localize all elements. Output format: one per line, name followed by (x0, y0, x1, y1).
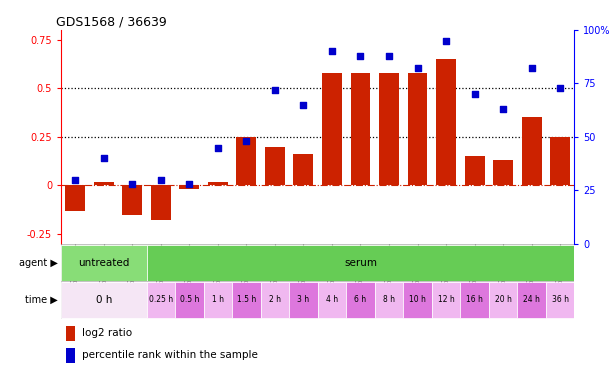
Point (498, 106, 508, 112)
Bar (489, 282, 518, 318)
Text: 6 h: 6 h (354, 296, 367, 304)
Bar (261, 282, 289, 318)
Text: 24 h: 24 h (523, 296, 540, 304)
Text: 1 h: 1 h (212, 296, 224, 304)
Text: 0.25 h: 0.25 h (149, 296, 173, 304)
Bar (464, 156, 485, 186)
Text: GDS1568 / 36639: GDS1568 / 36639 (56, 16, 167, 29)
Text: 8 h: 8 h (383, 296, 395, 304)
Text: 0.5 h: 0.5 h (180, 296, 199, 304)
Bar (522, 117, 541, 186)
Text: percentile rank within the sample: percentile rank within the sample (82, 350, 257, 360)
Bar (66, 348, 76, 363)
Bar (318, 282, 346, 318)
Text: time ▶: time ▶ (25, 295, 58, 305)
Bar (208, 182, 228, 186)
Bar (518, 282, 546, 318)
Point (270, 87, 280, 93)
Bar (265, 147, 285, 186)
Text: 4 h: 4 h (326, 296, 338, 304)
Point (213, 145, 223, 151)
Bar (151, 186, 171, 220)
Bar (460, 282, 489, 318)
Bar (375, 282, 403, 318)
Bar (436, 59, 456, 186)
Bar (147, 282, 175, 318)
Bar (408, 73, 428, 186)
Bar (322, 73, 342, 186)
Point (70, 177, 80, 183)
Bar (232, 282, 261, 318)
Point (99, 155, 109, 161)
Bar (94, 182, 114, 186)
Bar (61, 244, 147, 280)
Point (384, 53, 394, 58)
Bar (61, 282, 147, 318)
Text: serum: serum (344, 258, 377, 267)
Text: log2 ratio: log2 ratio (82, 328, 132, 338)
Bar (66, 326, 76, 340)
Point (299, 102, 309, 108)
Point (156, 177, 166, 183)
Bar (180, 186, 199, 189)
Bar (236, 137, 257, 186)
Text: 2 h: 2 h (269, 296, 281, 304)
Text: untreated: untreated (78, 258, 130, 267)
Bar (546, 282, 574, 318)
Bar (175, 282, 203, 318)
Bar (493, 160, 513, 186)
Point (527, 66, 536, 72)
Point (128, 181, 137, 187)
Bar (550, 137, 570, 186)
Bar (203, 282, 232, 318)
Text: agent ▶: agent ▶ (19, 258, 58, 267)
Point (327, 48, 337, 54)
Text: 0 h: 0 h (96, 295, 112, 305)
Bar (147, 244, 574, 280)
Point (441, 38, 451, 44)
Bar (379, 73, 399, 186)
Bar (403, 282, 432, 318)
Text: 12 h: 12 h (437, 296, 455, 304)
Bar (432, 282, 460, 318)
Text: 3 h: 3 h (298, 296, 310, 304)
Point (412, 66, 422, 72)
Bar (293, 154, 313, 186)
Point (185, 181, 194, 187)
Text: 1.5 h: 1.5 h (237, 296, 256, 304)
Bar (289, 282, 318, 318)
Bar (346, 282, 375, 318)
Text: 10 h: 10 h (409, 296, 426, 304)
Text: 16 h: 16 h (466, 296, 483, 304)
Point (241, 138, 251, 144)
Text: 36 h: 36 h (552, 296, 569, 304)
Point (356, 53, 365, 58)
Point (555, 85, 565, 91)
Bar (351, 73, 370, 186)
Bar (65, 186, 86, 211)
Text: 20 h: 20 h (495, 296, 511, 304)
Point (470, 91, 480, 97)
Bar (122, 186, 142, 214)
